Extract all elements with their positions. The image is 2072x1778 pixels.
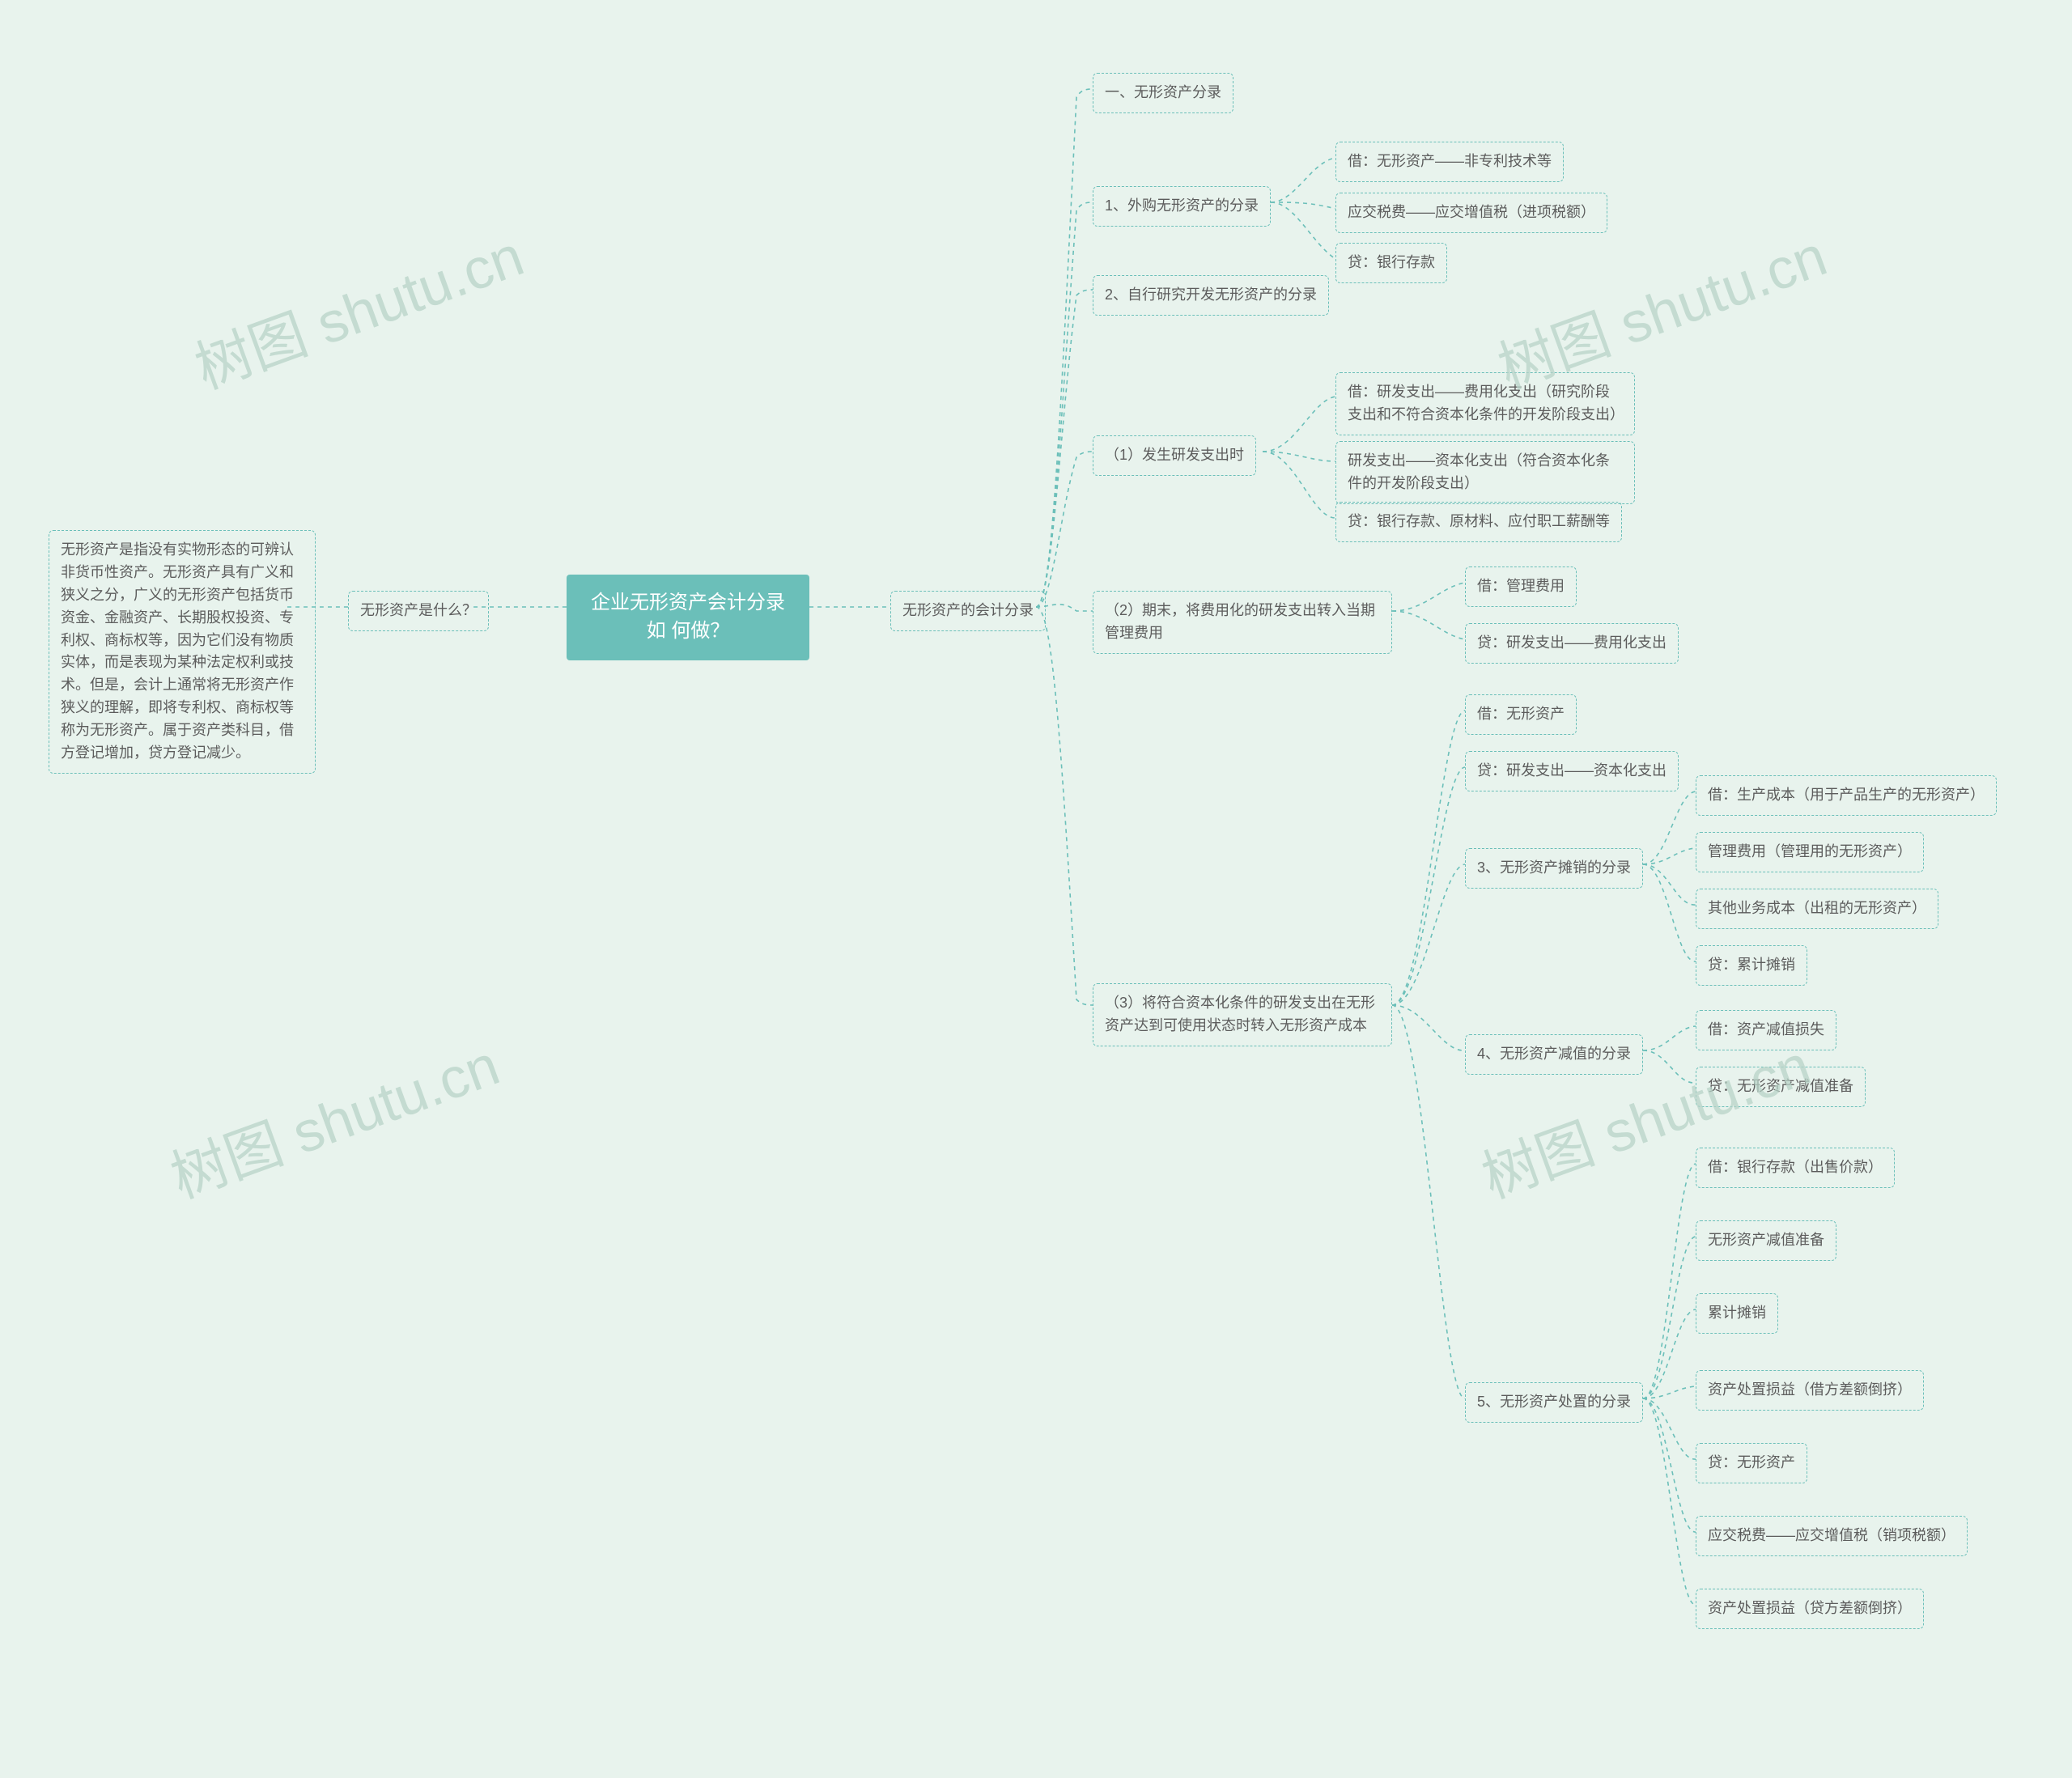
- n1-c3: 贷：银行存款: [1335, 243, 1447, 283]
- g3-c1: 借：生产成本（用于产品生产的无形资产）: [1696, 775, 1997, 816]
- s1-title[interactable]: 一、无形资产分录: [1093, 73, 1233, 113]
- watermark: 树图 shutu.cn: [159, 1021, 509, 1215]
- mindmap-canvas: 企业无形资产会计分录如 何做？ 无形资产是什么？ 无形资产是指没有实物形态的可辨…: [0, 0, 2072, 1778]
- g4-title[interactable]: 4、无形资产减值的分录: [1465, 1034, 1643, 1075]
- n1-c2: 应交税费——应交增值税（进项税额）: [1335, 193, 1607, 233]
- n4-c1: 借：管理费用: [1465, 566, 1577, 607]
- g5-c1: 借：银行存款（出售价款）: [1696, 1148, 1895, 1188]
- n5-c2: 贷：研发支出——资本化支出: [1465, 751, 1679, 791]
- g5-c2: 无形资产减值准备: [1696, 1220, 1836, 1261]
- right-title[interactable]: 无形资产的会计分录: [890, 591, 1046, 631]
- watermark: 树图 shutu.cn: [183, 211, 533, 405]
- n4-title[interactable]: （2）期末，将费用化的研发支出转入当期管理费用: [1093, 591, 1392, 654]
- g5-title[interactable]: 5、无形资产处置的分录: [1465, 1382, 1643, 1423]
- left-question[interactable]: 无形资产是什么？: [348, 591, 489, 631]
- g3-c4: 贷：累计摊销: [1696, 945, 1807, 986]
- n5-title[interactable]: （3）将符合资本化条件的研发支出在无形资产达到可使用状态时转入无形资产成本: [1093, 983, 1392, 1046]
- n1-title[interactable]: 1、外购无形资产的分录: [1093, 186, 1271, 227]
- g5-c3: 累计摊销: [1696, 1293, 1778, 1334]
- n3-c2: 研发支出——资本化支出（符合资本化条件的开发阶段支出）: [1335, 441, 1635, 504]
- n3-c3: 贷：银行存款、原材料、应付职工薪酬等: [1335, 502, 1622, 542]
- g5-c6: 应交税费——应交增值税（销项税额）: [1696, 1516, 1968, 1556]
- g5-c7: 资产处置损益（贷方差额倒挤）: [1696, 1589, 1924, 1629]
- g3-c3: 其他业务成本（出租的无形资产）: [1696, 889, 1938, 929]
- n4-c2: 贷：研发支出——费用化支出: [1465, 623, 1679, 664]
- n3-title[interactable]: （1）发生研发支出时: [1093, 435, 1256, 476]
- g3-c2: 管理费用（管理用的无形资产）: [1696, 832, 1924, 872]
- n2-title[interactable]: 2、自行研究开发无形资产的分录: [1093, 275, 1329, 316]
- n5-c1: 借：无形资产: [1465, 694, 1577, 735]
- g4-c2: 贷：无形资产减值准备: [1696, 1067, 1866, 1107]
- g5-c5: 贷：无形资产: [1696, 1443, 1807, 1483]
- g4-c1: 借：资产减值损失: [1696, 1010, 1836, 1050]
- n3-c1: 借：研发支出——费用化支出（研究阶段支出和不符合资本化条件的开发阶段支出）: [1335, 372, 1635, 435]
- left-description: 无形资产是指没有实物形态的可辨认非货币性资产。无形资产具有广义和狭义之分，广义的…: [49, 530, 316, 774]
- n1-c1: 借：无形资产——非专利技术等: [1335, 142, 1564, 182]
- g5-c4: 资产处置损益（借方差额倒挤）: [1696, 1370, 1924, 1411]
- g3-title[interactable]: 3、无形资产摊销的分录: [1465, 848, 1643, 889]
- root-node[interactable]: 企业无形资产会计分录如 何做？: [567, 575, 809, 660]
